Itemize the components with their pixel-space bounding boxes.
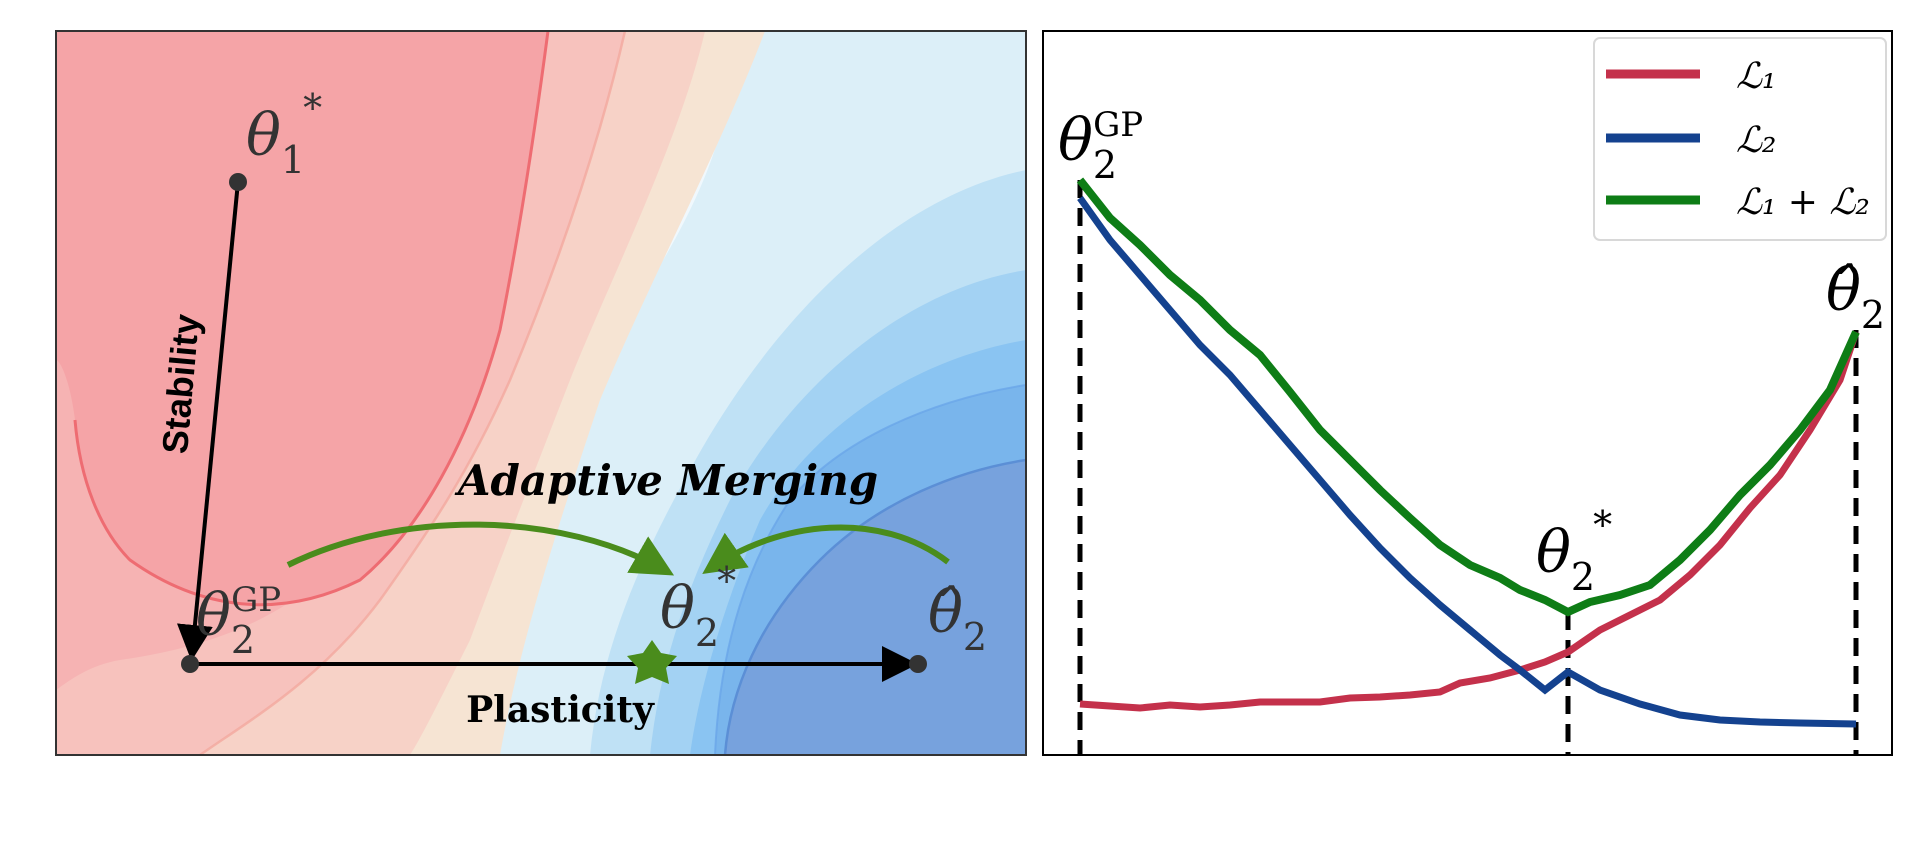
right-theta2-hat-label: θ̂2: [1826, 256, 1885, 337]
merged-star-icon: [627, 640, 677, 684]
merge-arrow-right: [702, 524, 950, 574]
right-theta2-star-label: θ2*: [1536, 503, 1612, 599]
legend-entry-loss-sum: ℒ₁ + ℒ₂: [1606, 182, 1870, 223]
blue-contour-core: [725, 460, 1026, 755]
stability-arrow: [176, 181, 240, 661]
red-contour-line: [73, 31, 550, 607]
legend-entry-loss2: ℒ₂: [1606, 120, 1776, 161]
theta1-star-point: [229, 173, 247, 191]
legend-label-loss2: ℒ₂: [1736, 120, 1776, 161]
orange-contour-line: [199, 31, 627, 755]
theta1-star-label: θ1*: [246, 86, 322, 182]
theta2-hat-label: θ̂2: [928, 578, 987, 659]
merge-arrow-left: [286, 521, 675, 576]
blue-contour-line: [723, 458, 1026, 755]
blue-contour-line-2: [714, 384, 1026, 755]
loss-sum-curve: [1076, 177, 1860, 617]
theta2-star-label: θ2*: [660, 559, 736, 655]
theta2-gp-point: [181, 655, 199, 673]
legend-label-loss1: ℒ₁: [1736, 56, 1776, 97]
left-panel-frame: [55, 30, 1027, 756]
plasticity-label: Plasticity: [466, 689, 655, 731]
legend-box: [1593, 37, 1887, 241]
adaptive-merging-label: Adaptive Merging: [454, 456, 878, 505]
loss1-curve: [1079, 330, 1860, 712]
theta2-hat-point: [909, 655, 927, 673]
red-contour-core: [56, 31, 548, 605]
legend-entry-loss1: ℒ₁: [1606, 56, 1776, 97]
theta2-gp-label: θ2GP: [196, 580, 281, 662]
right-theta2-gp-label: θ2GP: [1058, 105, 1143, 187]
loss-curves-panel: θ2GP θ2* θ̂2 ℒ₁ ℒ₂ ℒ₁ + ℒ₂: [1042, 30, 1893, 756]
loss2-curve: [1077, 195, 1857, 728]
legend-label-loss-sum: ℒ₁ + ℒ₂: [1736, 182, 1870, 223]
loss-landscape-panel: Stability Plasticity Adaptive Merging θ1…: [55, 30, 1027, 756]
legend: ℒ₁ ℒ₂ ℒ₁ + ℒ₂: [1593, 37, 1887, 241]
